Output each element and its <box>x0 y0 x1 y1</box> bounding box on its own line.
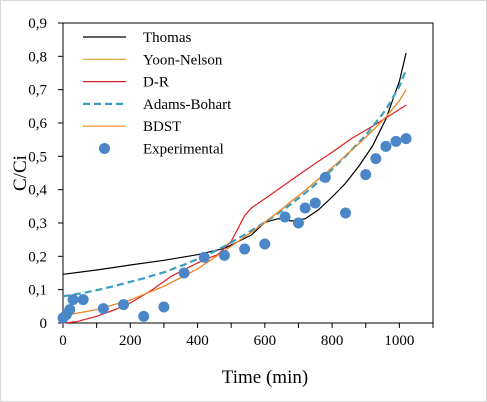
experimental-point <box>77 294 89 306</box>
y-tick-label: 0,3 <box>28 216 47 232</box>
thomas-line <box>62 52 407 275</box>
y-tick-label: 0 <box>40 316 48 332</box>
experimental-point <box>370 153 382 165</box>
legend-label-thomas: Thomas <box>143 30 191 46</box>
series-layer <box>57 52 412 324</box>
experimental-point <box>178 267 190 279</box>
experimental-point <box>279 211 291 223</box>
experimental-point <box>138 310 150 322</box>
experimental-point <box>239 243 251 255</box>
x-tick-label: 400 <box>186 333 209 349</box>
y-tick-label: 0,9 <box>28 16 47 32</box>
y-tick-label: 0,6 <box>28 116 47 132</box>
experimental-point <box>158 301 170 313</box>
experimental-point <box>64 304 76 316</box>
x-tick-label: 1000 <box>384 333 414 349</box>
axes-layer: 0 200 400 600 800 1000 0 0,1 0,2 0,3 0,4 0,5 0,6 0,7 0… <box>28 16 434 349</box>
d-r-line <box>62 104 407 324</box>
experimental-point <box>360 169 372 181</box>
legend-swatch-experimental <box>99 143 110 154</box>
experimental-point <box>309 197 321 209</box>
bdst-line <box>62 89 407 317</box>
x-tick-label: 800 <box>321 333 344 349</box>
experimental-point <box>380 140 392 152</box>
legend-label-adams-bohart: Adams-Bohart <box>143 97 232 113</box>
experimental-point <box>118 299 130 311</box>
experimental-point <box>259 238 271 250</box>
y-tick-label: 0,4 <box>28 183 47 199</box>
x-tick-label: 200 <box>119 333 142 349</box>
legend: Thomas Yoon-Nelson D-R Adams-Bohart BDST Expe… <box>83 30 232 158</box>
y-tick-label: 0,2 <box>28 249 47 265</box>
legend-label-experimental: Experimental <box>143 142 224 158</box>
x-tick-label: 0 <box>59 333 67 349</box>
experimental-point <box>319 171 331 183</box>
experimental-point <box>400 133 412 145</box>
legend-label-yoon-nelson: Yoon-Nelson <box>143 52 223 68</box>
x-axis-title: Time (min) <box>222 367 308 388</box>
experimental-point <box>67 294 79 306</box>
legend-label-d-r: D-R <box>143 75 169 91</box>
experimental-point <box>299 202 311 214</box>
experimental-point <box>390 135 402 147</box>
legend-label-bdst: BDST <box>143 119 181 135</box>
y-tick-label: 0,1 <box>28 283 47 299</box>
y-tick-label: 0,7 <box>28 83 47 99</box>
experimental-point <box>97 303 109 315</box>
y-axis-title: C/Ci <box>10 155 31 191</box>
y-tick-label: 0,5 <box>28 149 47 165</box>
plot-area-border <box>62 22 434 324</box>
y-tick-label: 0,8 <box>28 49 47 65</box>
experimental-point <box>198 251 210 263</box>
yoon-nelson-line <box>62 89 407 317</box>
experimental-point <box>218 249 230 261</box>
experimental-point <box>340 207 352 219</box>
x-tick-label: 600 <box>254 333 277 349</box>
adams-bohart-line <box>62 69 408 298</box>
experimental-point <box>292 217 304 229</box>
